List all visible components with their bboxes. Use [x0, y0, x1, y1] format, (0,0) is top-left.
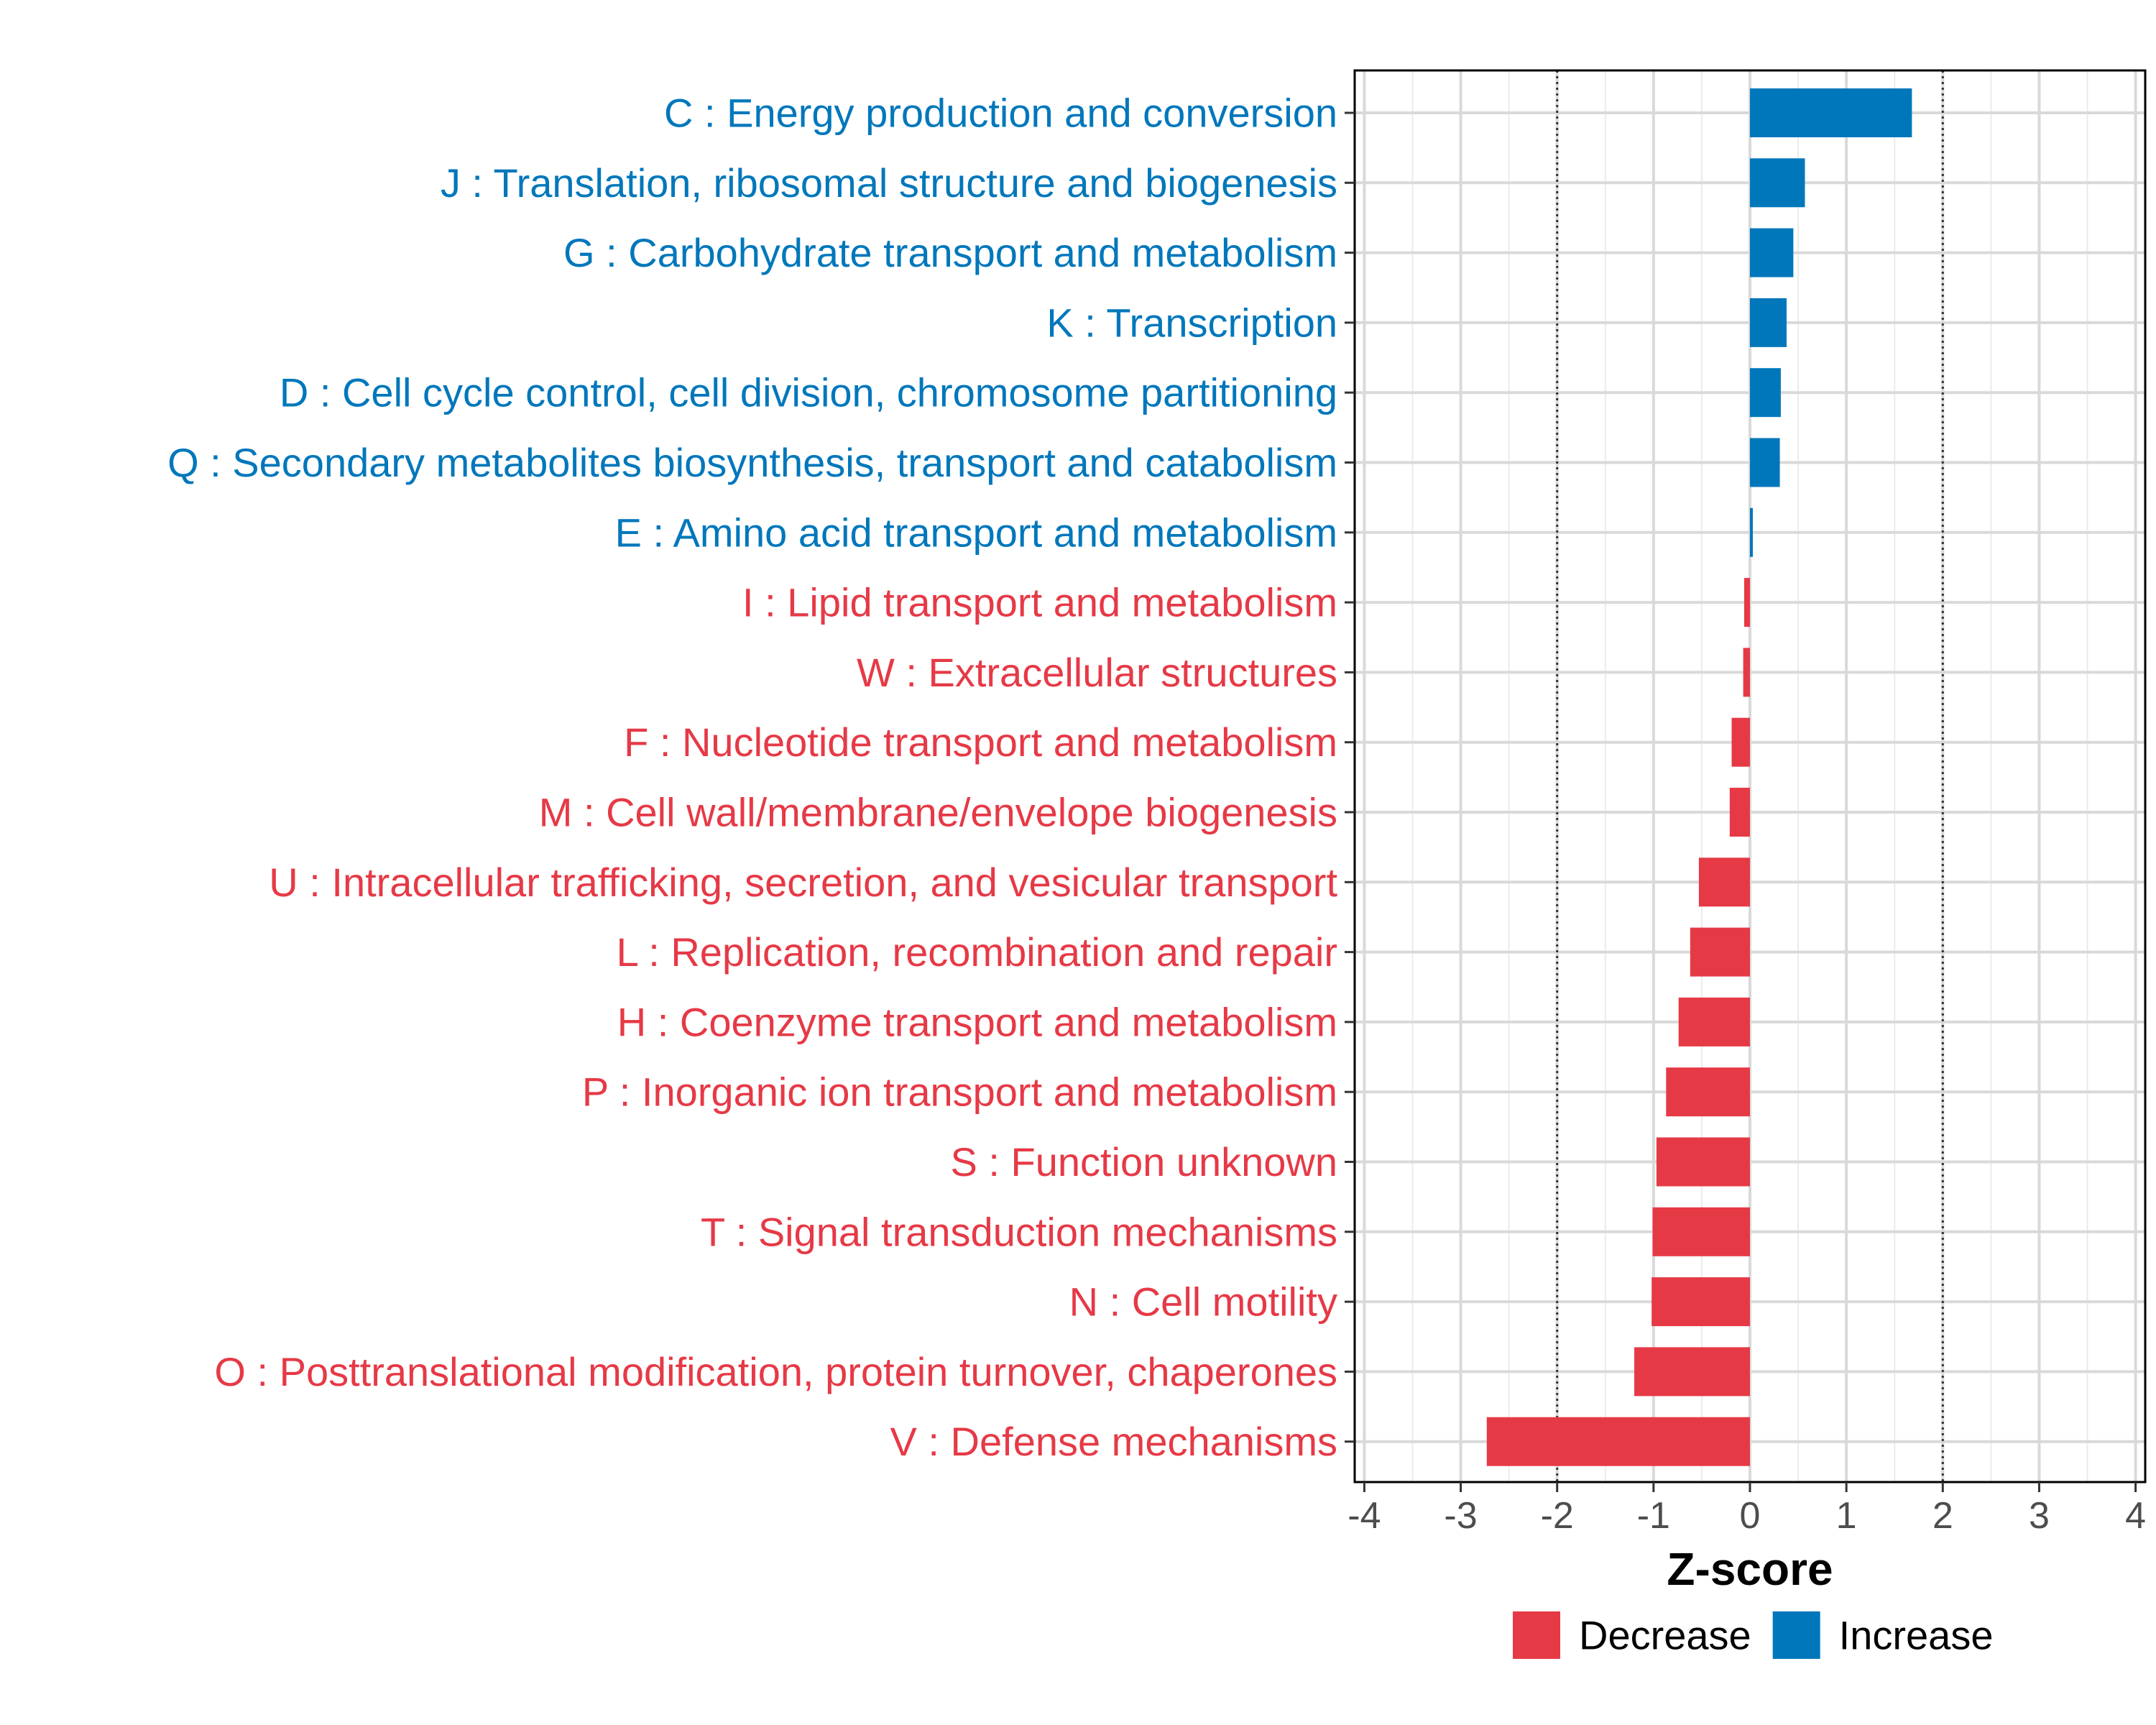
bar — [1634, 1347, 1750, 1397]
x-tick-label: -2 — [1541, 1495, 1574, 1537]
x-tick-label: 1 — [1836, 1495, 1857, 1537]
bar — [1651, 1277, 1750, 1327]
category-label: J : Translation, ribosomal structure and… — [441, 160, 1337, 206]
category-label: W : Extracellular structures — [857, 650, 1337, 695]
bars — [1486, 88, 1912, 1466]
grid-lines — [1355, 70, 2145, 1482]
category-label: V : Defense mechanisms — [890, 1419, 1337, 1464]
x-tick-label: 4 — [2125, 1495, 2146, 1537]
category-label: H : Coenzyme transport and metabolism — [617, 999, 1337, 1044]
category-label: K : Transcription — [1046, 300, 1337, 345]
bar — [1750, 298, 1787, 347]
x-tick-label: 3 — [2029, 1495, 2050, 1537]
x-tick-label: -3 — [1444, 1495, 1477, 1537]
category-labels: C : Energy production and conversion J : … — [167, 91, 1355, 1464]
category-label: N : Cell motility — [1069, 1279, 1337, 1325]
category-label: D : Cell cycle control, cell division, c… — [280, 370, 1337, 415]
bar — [1656, 1137, 1750, 1187]
legend-swatch — [1513, 1611, 1560, 1659]
legend-label: Decrease — [1579, 1613, 1751, 1658]
x-axis: -4 -3 -2 -1 0 1 2 3 4 — [1348, 1482, 2146, 1537]
category-label: L : Replication, recombination and repai… — [617, 929, 1337, 975]
category-label: T : Signal transduction mechanisms — [701, 1209, 1337, 1254]
x-axis-title: Z-score — [1667, 1543, 1833, 1595]
bar — [1486, 1417, 1750, 1466]
legend-label: Increase — [1839, 1613, 1994, 1658]
bar — [1750, 507, 1753, 557]
bar — [1678, 997, 1750, 1046]
legend-swatch — [1772, 1611, 1820, 1659]
category-label: O : Posttranslational modification, prot… — [214, 1349, 1337, 1394]
x-tick-label: -1 — [1637, 1495, 1670, 1537]
category-label: F : Nucleotide transport and metabolism — [624, 719, 1337, 765]
category-label: M : Cell wall/membrane/envelope biogenes… — [539, 790, 1337, 835]
bar — [1750, 368, 1781, 418]
bar — [1750, 158, 1805, 208]
bar — [1729, 788, 1750, 837]
category-label: G : Carbohydrate transport and metabolis… — [563, 230, 1337, 275]
bar — [1698, 857, 1750, 907]
x-tick-label: 2 — [1932, 1495, 1953, 1537]
x-tick-label: 0 — [1740, 1495, 1761, 1537]
bar — [1731, 717, 1750, 767]
legend: Decrease Increase — [1513, 1611, 1993, 1659]
bar — [1750, 88, 1912, 137]
category-label: C : Energy production and conversion — [664, 91, 1337, 136]
category-label: U : Intracellular trafficking, secretion… — [269, 860, 1337, 905]
bar — [1652, 1207, 1750, 1256]
category-label: S : Function unknown — [950, 1139, 1337, 1184]
bar — [1743, 648, 1750, 697]
bar — [1666, 1067, 1750, 1117]
category-label: I : Lipid transport and metabolism — [742, 580, 1337, 625]
bar — [1743, 578, 1750, 627]
bar — [1690, 927, 1750, 977]
x-tick-label: -4 — [1348, 1495, 1381, 1537]
category-label: P : Inorganic ion transport and metaboli… — [582, 1070, 1337, 1115]
bar — [1750, 228, 1794, 277]
category-label: E : Amino acid transport and metabolism — [615, 510, 1337, 555]
bar — [1750, 438, 1780, 487]
category-label: Q : Secondary metabolites biosynthesis, … — [167, 440, 1337, 485]
